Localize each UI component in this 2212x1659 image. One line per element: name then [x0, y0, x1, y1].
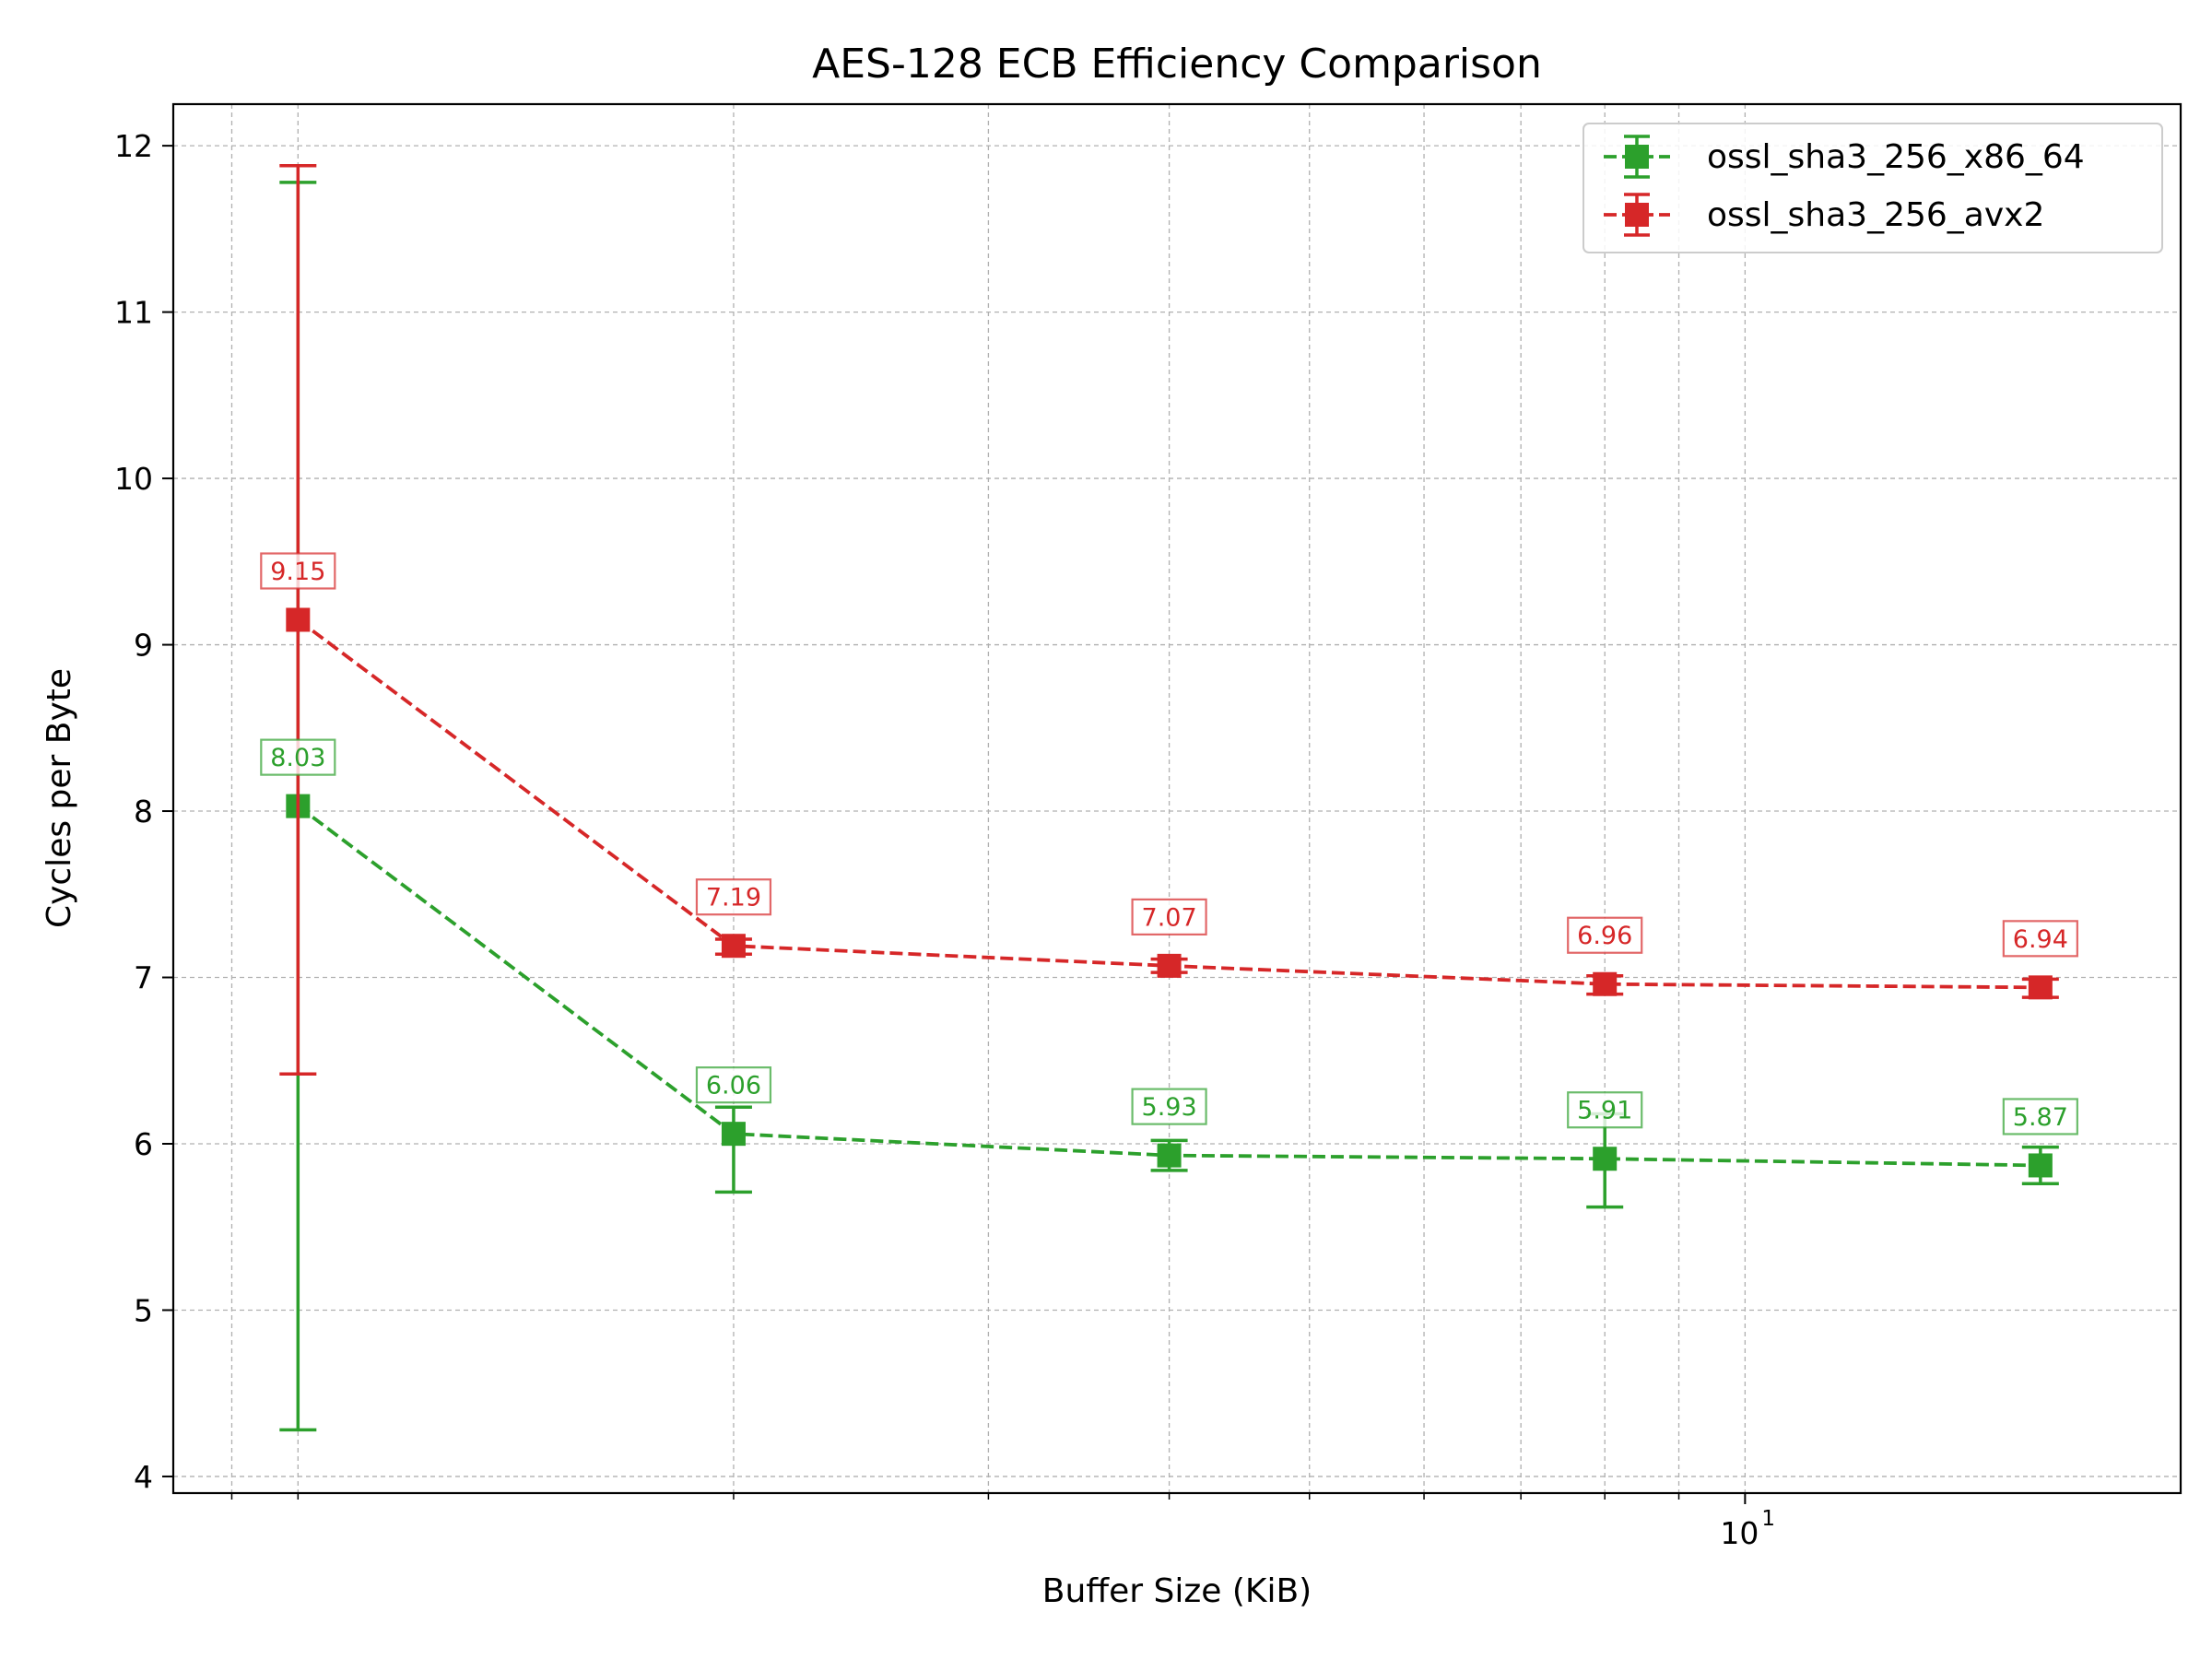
- x-tick-label-exponent: 1: [1761, 1507, 1775, 1531]
- data-label: 7.19: [706, 884, 761, 912]
- legend-item-1: ossl_sha3_256_avx2: [1604, 193, 2044, 237]
- data-label: 6.94: [2013, 925, 2068, 954]
- y-tick-label: 7: [134, 960, 153, 996]
- data-label-box: [1567, 1091, 1643, 1129]
- y-axis-label: Cycles per Byte: [41, 668, 78, 928]
- y-tick-label: 10: [114, 461, 153, 497]
- data-point: [721, 1122, 746, 1147]
- data-label-box: [260, 738, 336, 776]
- series-layer: 8.03 6.06 5.93 5.91 5.87 9.15 7.19 7.07 6.96 6.94: [260, 164, 2078, 1432]
- x-tick-label: 10: [1720, 1515, 1759, 1551]
- legend-marker: [1625, 145, 1649, 169]
- data-label: 7.07: [1142, 903, 1197, 932]
- data-label-box: [2002, 920, 2078, 958]
- x-axis-label: Buffer Size (KiB): [1042, 1572, 1312, 1610]
- data-label-box: [695, 1066, 772, 1104]
- data-point: [1593, 1147, 1618, 1171]
- data-label-box: [1567, 916, 1643, 954]
- data-label: 5.93: [1142, 1093, 1197, 1122]
- y-tick-label: 4: [134, 1459, 153, 1495]
- y-tick-label: 12: [114, 128, 153, 164]
- legend: ossl_sha3_256_x86_64 ossl_sha3_256_avx2: [1583, 123, 2163, 253]
- data-label-box: [260, 552, 336, 590]
- series-1: [279, 164, 2059, 1076]
- grid: [173, 104, 2181, 1493]
- y-tick-label: 6: [134, 1126, 153, 1162]
- legend-item-0: ossl_sha3_256_x86_64: [1604, 135, 2085, 179]
- y-tick-label: 11: [114, 295, 153, 331]
- data-label: 6.06: [706, 1072, 761, 1100]
- data-label: 9.15: [270, 558, 325, 586]
- legend-label: ossl_sha3_256_avx2: [1707, 196, 2044, 234]
- legend-frame: [1583, 123, 2163, 253]
- data-label: 5.91: [1577, 1097, 1632, 1125]
- data-point: [1157, 1143, 1182, 1168]
- data-point: [1593, 971, 1618, 996]
- data-label: 8.03: [270, 744, 325, 772]
- plot-frame: [171, 102, 2183, 1495]
- y-tick-label: 5: [134, 1292, 153, 1328]
- data-point: [721, 934, 746, 959]
- data-label: 5.87: [2013, 1103, 2068, 1132]
- data-point: [2028, 975, 2053, 1000]
- data-label: 6.96: [1577, 922, 1632, 950]
- y-tick-label: 8: [134, 794, 153, 830]
- data-label-box: [1131, 898, 1207, 935]
- chart-title: AES-128 ECB Efficiency Comparison: [812, 41, 1542, 88]
- data-label-box: [1131, 1088, 1207, 1125]
- y-tick-label: 9: [134, 628, 153, 664]
- data-point: [1157, 953, 1182, 978]
- data-point: [286, 607, 311, 632]
- legend-marker: [1625, 203, 1649, 227]
- data-point: [2028, 1153, 2053, 1178]
- legend-label: ossl_sha3_256_x86_64: [1707, 138, 2085, 176]
- data-label-box: [2002, 1098, 2078, 1135]
- data-label-box: [695, 878, 772, 916]
